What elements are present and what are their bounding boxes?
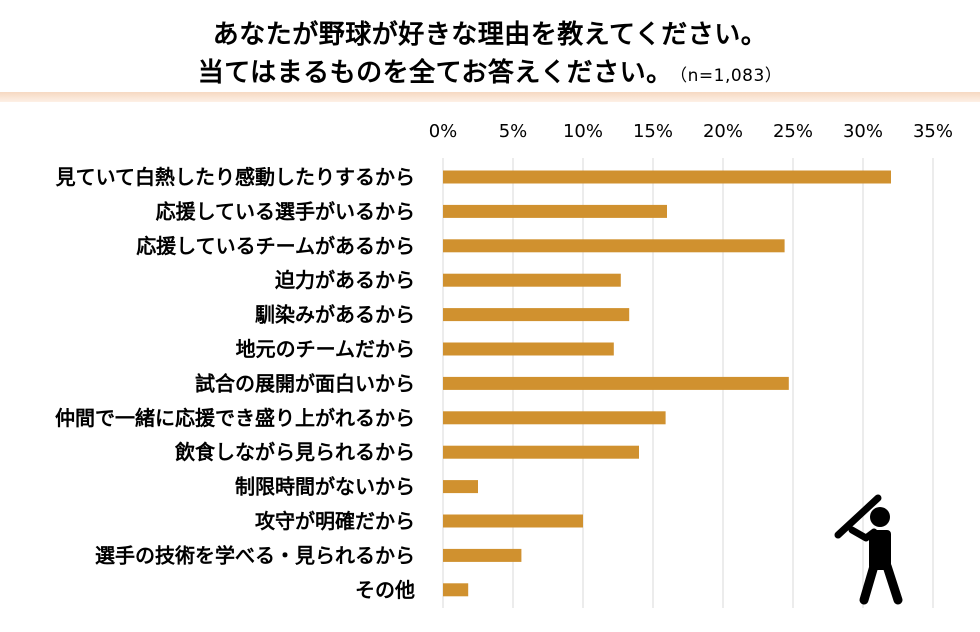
bar: [443, 514, 583, 528]
x-tick-label: 35%: [913, 121, 953, 142]
chart-header: あなたが野球が好きな理由を教えてください。 当てはまるものを全てお答えください。…: [0, 0, 980, 92]
category-label: 応援している選手がいるから: [156, 199, 415, 223]
bar: [443, 445, 639, 459]
category-label: その他: [355, 578, 415, 602]
category-label: 応援しているチームがあるから: [136, 234, 415, 258]
x-tick-label: 20%: [703, 121, 743, 142]
category-label: 地元のチームだから: [236, 337, 415, 361]
baseball-batter-icon: [834, 494, 903, 605]
bar: [443, 273, 621, 287]
category-label: 攻守が明確だから: [255, 509, 415, 533]
chart-subtitle: （n=1,083）: [678, 66, 783, 86]
x-tick-labels: 0% 5% 10% 15% 20% 25% 30% 35%: [429, 121, 953, 142]
category-label: 見ていて白熱したり感動したりするから: [56, 165, 415, 189]
bar: [443, 170, 891, 184]
x-tick-label: 0%: [429, 121, 458, 142]
category-label: 選手の技術を学べる・見られるから: [95, 543, 415, 567]
chart-title: あなたが野球が好きな理由を教えてください。: [212, 20, 768, 50]
category-label: 飲食しながら見られるから: [174, 440, 415, 464]
category-label: 馴染みがあるから: [255, 303, 415, 327]
bar: [443, 411, 666, 425]
bar: [443, 583, 469, 597]
bar: [443, 204, 667, 218]
x-tick-label: 25%: [773, 121, 813, 142]
category-label: 試合の展開が面白いから: [195, 371, 415, 395]
header-divider: [0, 92, 980, 102]
x-tick-label: 10%: [563, 121, 603, 142]
bar: [443, 548, 522, 562]
category-labels: 見ていて白熱したり感動したりするから応援している選手がいるから応援しているチーム…: [55, 165, 415, 602]
bar: [443, 308, 630, 322]
bar: [443, 239, 785, 253]
chart-title-line2-text: 当てはまるものを全てお答えください。: [197, 58, 673, 88]
chart-title-line2: 当てはまるものを全てお答えください。 （n=1,083）: [0, 52, 980, 89]
category-label: 制限時間がないから: [235, 475, 415, 499]
category-label: 仲間で一緒に応援でき盛り上がれるから: [55, 406, 415, 430]
bar: [443, 376, 789, 390]
x-tick-label: 30%: [843, 121, 883, 142]
x-tick-label: 15%: [633, 121, 673, 142]
bars: [443, 170, 891, 597]
bar: [443, 342, 614, 356]
bar: [443, 480, 478, 494]
x-tick-label: 5%: [499, 121, 528, 142]
category-label: 迫力があるから: [274, 268, 415, 292]
